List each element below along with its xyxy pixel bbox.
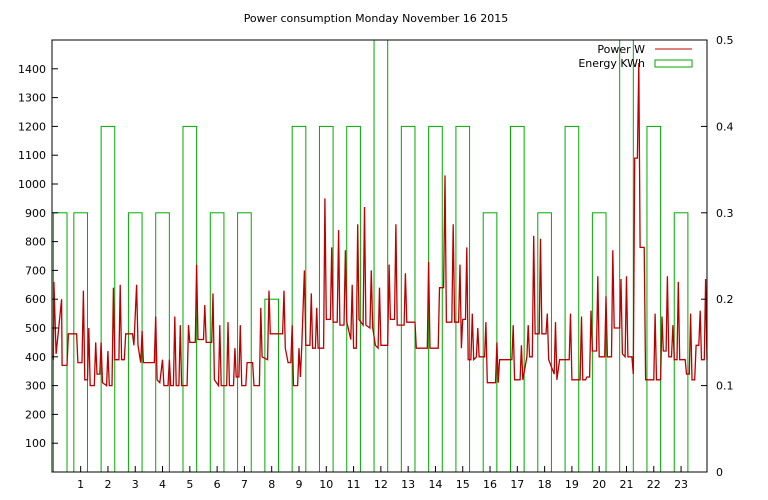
energy-bar [619, 39, 634, 473]
energy-bar [182, 125, 198, 473]
x-tick-label: 14 [428, 478, 442, 491]
y-right-tick-label: 0.2 [716, 293, 734, 306]
power-line [52, 62, 708, 388]
x-tick-label: 15 [456, 478, 470, 491]
y-left-tick-label: 700 [25, 264, 46, 277]
x-tick-label: 22 [647, 478, 661, 491]
axes: 1002003004005006007008009001000110012001… [18, 34, 734, 491]
energy-bar [646, 125, 662, 473]
legend: Power W Energy KWh [578, 43, 693, 70]
x-tick-label: 4 [159, 478, 166, 491]
energy-bar [155, 212, 170, 473]
energy-bar [400, 125, 416, 473]
x-tick-label: 19 [565, 478, 579, 491]
energy-bar [127, 212, 143, 473]
x-tick-label: 13 [401, 478, 415, 491]
x-tick-label: 21 [619, 478, 633, 491]
power-series [52, 62, 708, 388]
y-left-tick-label: 1400 [18, 63, 46, 76]
y-right-tick-label: 0.3 [716, 207, 734, 220]
energy-bar [564, 125, 580, 473]
y-left-tick-label: 1300 [18, 92, 46, 105]
y-left-tick-label: 1100 [18, 149, 46, 162]
x-tick-label: 20 [592, 478, 606, 491]
y-right-tick-label: 0 [716, 466, 723, 479]
y-left-tick-label: 800 [25, 236, 46, 249]
x-tick-label: 10 [319, 478, 333, 491]
plot-frame [51, 39, 708, 473]
energy-bar [73, 212, 88, 473]
y-left-tick-label: 600 [25, 293, 46, 306]
x-tick-label: 1 [77, 478, 84, 491]
chart-title: Power consumption Monday November 16 201… [244, 12, 509, 25]
energy-series [52, 39, 689, 473]
x-tick-label: 17 [510, 478, 524, 491]
y-left-tick-label: 100 [25, 437, 46, 450]
legend-swatch-energy [654, 59, 693, 68]
x-tick-label: 6 [214, 478, 221, 491]
x-tick-label: 2 [104, 478, 111, 491]
energy-bar [428, 125, 443, 473]
energy-bar [673, 212, 689, 473]
y-left-tick-label: 900 [25, 207, 46, 220]
x-tick-label: 12 [374, 478, 388, 491]
y-left-tick-label: 200 [25, 408, 46, 421]
x-tick-label: 23 [674, 478, 688, 491]
y-left-tick-label: 1200 [18, 120, 46, 133]
x-tick-label: 16 [483, 478, 497, 491]
x-tick-label: 9 [295, 478, 302, 491]
x-tick-label: 7 [241, 478, 248, 491]
y-left-tick-label: 500 [25, 322, 46, 335]
y-left-tick-label: 400 [25, 351, 46, 364]
energy-bar [510, 125, 525, 473]
legend-label-energy: Energy KWh [578, 57, 645, 70]
energy-bar [264, 298, 280, 473]
energy-bar [373, 39, 389, 473]
legend-label-power: Power W [597, 43, 645, 56]
y-left-tick-label: 1000 [18, 178, 46, 191]
x-tick-label: 8 [268, 478, 275, 491]
y-right-tick-label: 0.5 [716, 34, 734, 47]
x-tick-label: 18 [538, 478, 552, 491]
x-tick-label: 5 [186, 478, 193, 491]
y-left-tick-label: 300 [25, 380, 46, 393]
y-right-tick-label: 0.4 [716, 120, 734, 133]
x-tick-label: 3 [132, 478, 139, 491]
y-right-tick-label: 0.1 [716, 380, 734, 393]
x-tick-label: 11 [347, 478, 361, 491]
